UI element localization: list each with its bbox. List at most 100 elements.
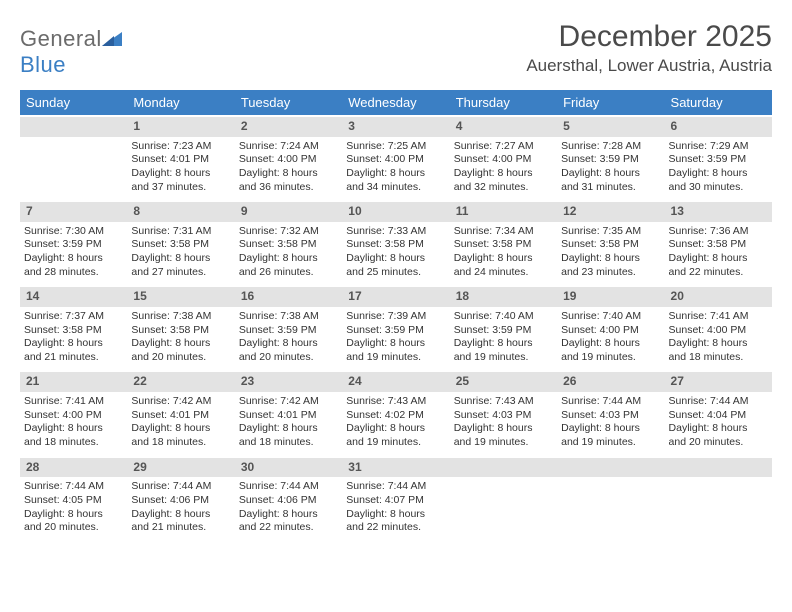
cell-line: Sunset: 3:58 PM — [131, 238, 230, 252]
cell-line: Daylight: 8 hours — [239, 337, 338, 351]
cell-line: Sunrise: 7:41 AM — [24, 395, 123, 409]
cell-line: and 23 minutes. — [561, 266, 660, 280]
cell-line: and 20 minutes. — [131, 351, 230, 365]
cell-line: Sunset: 4:02 PM — [346, 409, 445, 423]
calendar-cell: 2Sunrise: 7:24 AMSunset: 4:00 PMDaylight… — [235, 115, 342, 200]
cell-line: and 22 minutes. — [669, 266, 768, 280]
cell-line: Sunset: 4:04 PM — [669, 409, 768, 423]
calendar-cell: 15Sunrise: 7:38 AMSunset: 3:58 PMDayligh… — [127, 285, 234, 370]
day-number: 13 — [665, 202, 772, 222]
cell-line: Sunrise: 7:25 AM — [346, 140, 445, 154]
calendar-cell: 27Sunrise: 7:44 AMSunset: 4:04 PMDayligh… — [665, 370, 772, 455]
cell-line: Sunset: 4:00 PM — [239, 153, 338, 167]
cell-line: Sunrise: 7:31 AM — [131, 225, 230, 239]
day-header-sat: Saturday — [665, 90, 772, 115]
cell-line: Daylight: 8 hours — [239, 422, 338, 436]
calendar-cell: 19Sunrise: 7:40 AMSunset: 4:00 PMDayligh… — [557, 285, 664, 370]
calendar-cell: 5Sunrise: 7:28 AMSunset: 3:59 PMDaylight… — [557, 115, 664, 200]
cell-line: Sunset: 4:01 PM — [239, 409, 338, 423]
day-number: 31 — [342, 458, 449, 478]
cell-line: Daylight: 8 hours — [131, 422, 230, 436]
logo-triangle-icon — [102, 26, 122, 52]
day-number: 9 — [235, 202, 342, 222]
day-number: 3 — [342, 117, 449, 137]
cell-line: Sunrise: 7:44 AM — [131, 480, 230, 494]
cell-line: Daylight: 8 hours — [669, 337, 768, 351]
cell-line: and 18 minutes. — [669, 351, 768, 365]
day-number: 21 — [20, 372, 127, 392]
cell-line: Sunset: 3:59 PM — [239, 324, 338, 338]
cell-line: Daylight: 8 hours — [239, 508, 338, 522]
cell-line: and 24 minutes. — [454, 266, 553, 280]
cell-line: Daylight: 8 hours — [131, 252, 230, 266]
week-row: 7Sunrise: 7:30 AMSunset: 3:59 PMDaylight… — [20, 200, 772, 285]
cell-line: Daylight: 8 hours — [346, 252, 445, 266]
cell-line: Daylight: 8 hours — [669, 252, 768, 266]
cell-line: and 19 minutes. — [454, 351, 553, 365]
day-number: 7 — [20, 202, 127, 222]
cell-line: Sunrise: 7:24 AM — [239, 140, 338, 154]
cell-line: Sunrise: 7:41 AM — [669, 310, 768, 324]
day-header-tue: Tuesday — [235, 90, 342, 115]
cell-line: and 22 minutes. — [346, 521, 445, 535]
cell-line: Sunset: 3:58 PM — [131, 324, 230, 338]
cell-line: Sunrise: 7:37 AM — [24, 310, 123, 324]
day-number: 19 — [557, 287, 664, 307]
calendar-cell — [665, 456, 772, 541]
cell-line: Sunrise: 7:32 AM — [239, 225, 338, 239]
calendar-cell — [557, 456, 664, 541]
calendar-cell: 12Sunrise: 7:35 AMSunset: 3:58 PMDayligh… — [557, 200, 664, 285]
cell-line: and 36 minutes. — [239, 181, 338, 195]
week-row: 14Sunrise: 7:37 AMSunset: 3:58 PMDayligh… — [20, 285, 772, 370]
day-header-mon: Monday — [127, 90, 234, 115]
calendar-cell: 3Sunrise: 7:25 AMSunset: 4:00 PMDaylight… — [342, 115, 449, 200]
day-number: 15 — [127, 287, 234, 307]
day-number: 30 — [235, 458, 342, 478]
cell-line: Daylight: 8 hours — [239, 252, 338, 266]
cell-line: and 21 minutes. — [131, 521, 230, 535]
location-text: Auersthal, Lower Austria, Austria — [526, 56, 772, 76]
cell-line: and 32 minutes. — [454, 181, 553, 195]
cell-line: and 37 minutes. — [131, 181, 230, 195]
day-header-row: Sunday Monday Tuesday Wednesday Thursday… — [20, 90, 772, 115]
cell-line: and 18 minutes. — [131, 436, 230, 450]
cell-line: Sunrise: 7:44 AM — [346, 480, 445, 494]
day-number: 20 — [665, 287, 772, 307]
cell-line: Sunset: 4:06 PM — [131, 494, 230, 508]
calendar-cell: 21Sunrise: 7:41 AMSunset: 4:00 PMDayligh… — [20, 370, 127, 455]
calendar-cell: 16Sunrise: 7:38 AMSunset: 3:59 PMDayligh… — [235, 285, 342, 370]
logo: General Blue — [20, 26, 122, 78]
cell-line: Sunrise: 7:44 AM — [24, 480, 123, 494]
day-header-fri: Friday — [557, 90, 664, 115]
cell-line: Sunrise: 7:42 AM — [131, 395, 230, 409]
cell-line: and 21 minutes. — [24, 351, 123, 365]
cell-line: Sunrise: 7:43 AM — [346, 395, 445, 409]
calendar-cell: 13Sunrise: 7:36 AMSunset: 3:58 PMDayligh… — [665, 200, 772, 285]
cell-line: Sunset: 4:01 PM — [131, 409, 230, 423]
day-number: 25 — [450, 372, 557, 392]
week-row: 28Sunrise: 7:44 AMSunset: 4:05 PMDayligh… — [20, 456, 772, 541]
day-number: 12 — [557, 202, 664, 222]
cell-line: Daylight: 8 hours — [561, 252, 660, 266]
calendar-cell: 8Sunrise: 7:31 AMSunset: 3:58 PMDaylight… — [127, 200, 234, 285]
cell-line: Sunset: 3:58 PM — [454, 238, 553, 252]
cell-line: Sunrise: 7:38 AM — [131, 310, 230, 324]
cell-line: Sunset: 4:07 PM — [346, 494, 445, 508]
cell-line: and 19 minutes. — [346, 351, 445, 365]
cell-line: Daylight: 8 hours — [131, 508, 230, 522]
cell-line: Sunrise: 7:29 AM — [669, 140, 768, 154]
calendar-cell: 22Sunrise: 7:42 AMSunset: 4:01 PMDayligh… — [127, 370, 234, 455]
calendar-cell: 31Sunrise: 7:44 AMSunset: 4:07 PMDayligh… — [342, 456, 449, 541]
cell-line: Daylight: 8 hours — [669, 422, 768, 436]
cell-line: Sunset: 3:58 PM — [346, 238, 445, 252]
cell-line: Sunset: 3:59 PM — [669, 153, 768, 167]
cell-line: and 30 minutes. — [669, 181, 768, 195]
cell-line: and 25 minutes. — [346, 266, 445, 280]
cell-line: and 31 minutes. — [561, 181, 660, 195]
cell-line: Daylight: 8 hours — [561, 167, 660, 181]
calendar-cell: 30Sunrise: 7:44 AMSunset: 4:06 PMDayligh… — [235, 456, 342, 541]
logo-word1: General — [20, 26, 102, 51]
cell-line: Sunrise: 7:33 AM — [346, 225, 445, 239]
calendar-cell: 6Sunrise: 7:29 AMSunset: 3:59 PMDaylight… — [665, 115, 772, 200]
cell-line: Sunset: 4:00 PM — [561, 324, 660, 338]
